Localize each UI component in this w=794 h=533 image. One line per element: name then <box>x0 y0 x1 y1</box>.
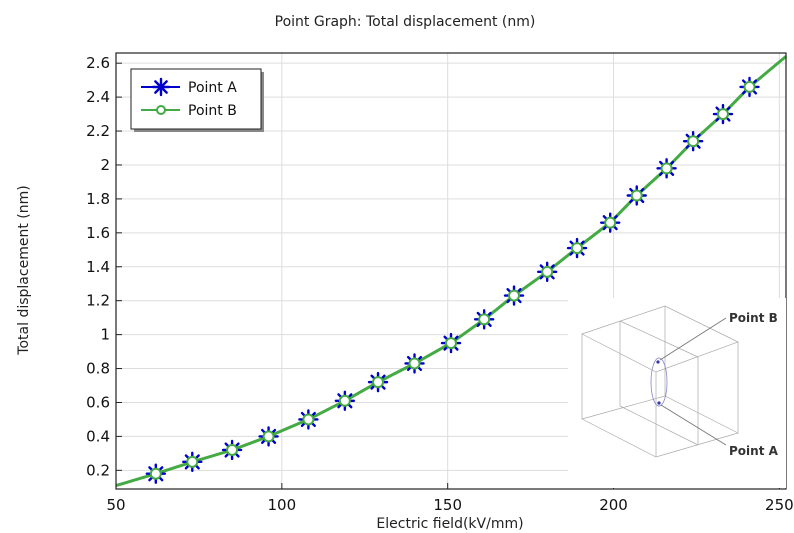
x-tick-label: 250 <box>765 496 794 514</box>
y-tick-label: 0.4 <box>86 427 110 445</box>
y-tick-label: 1 <box>100 326 110 344</box>
legend-marker-point-a <box>151 77 171 97</box>
data-point-point-b <box>687 135 700 148</box>
inset-leader-point-b <box>659 317 727 361</box>
data-point-point-b <box>372 376 385 389</box>
plot-frame <box>115 52 787 490</box>
grid <box>115 53 786 489</box>
x-axis-label: Electric field(kV/mm) <box>376 516 523 532</box>
data-point-point-b <box>630 189 643 202</box>
y-axis-label: Total displacement (nm) <box>16 185 32 355</box>
series-layer <box>115 55 787 488</box>
y-tick-label: 2.2 <box>86 122 110 140</box>
data-point-point-b <box>149 467 162 480</box>
chart-title: Point Graph: Total displacement (nm) <box>275 14 536 30</box>
data-point-point-b <box>571 242 584 255</box>
legend-label-point-b: Point B <box>188 103 237 119</box>
x-tick-label: 100 <box>268 496 297 514</box>
data-point-point-b <box>186 455 199 468</box>
y-tick-label: 2 <box>100 156 110 174</box>
data-point-point-b <box>445 337 457 350</box>
legend-marker-point-b <box>156 105 166 115</box>
y-tick-label: 0.8 <box>86 360 110 378</box>
y-tick-label: 2.4 <box>86 88 110 106</box>
x-tick-label: 150 <box>433 496 462 514</box>
x-ticks: 50 100 150 200 250 <box>106 483 794 514</box>
legend: Point A Point B <box>130 68 264 132</box>
inset-label-point-b: Point B <box>729 311 778 325</box>
inset-point-b-marker <box>656 360 660 364</box>
inset-leader-point-a <box>660 404 727 446</box>
y-tick-label: 1.4 <box>86 258 110 276</box>
y-ticks: 0.2 0.4 0.6 0.8 1 1.2 1.4 1.6 1.8 2 2.2 2.4 2.6 <box>86 54 122 479</box>
y-tick-label: 2.6 <box>86 54 110 72</box>
data-point-point-b <box>302 413 315 426</box>
y-tick-label: 1.6 <box>86 224 110 242</box>
y-tick-label: 0.2 <box>86 461 110 479</box>
data-point-point-b <box>604 216 617 229</box>
inset-label-point-a: Point A <box>729 444 779 458</box>
data-point-point-b <box>743 80 756 93</box>
data-point-point-b <box>508 289 521 302</box>
x-tick-label: 200 <box>599 496 628 514</box>
legend-box <box>130 68 262 130</box>
y-tick-label: 0.6 <box>86 393 110 411</box>
inset-geometry: Point B Point A <box>568 298 786 488</box>
data-point-point-b <box>660 162 673 175</box>
inset-point-a-marker <box>657 401 661 405</box>
y-tick-label: 1.2 <box>86 292 110 310</box>
data-point-point-b <box>338 394 351 407</box>
data-point-point-b <box>226 443 239 456</box>
legend-label-point-a: Point A <box>188 80 237 96</box>
data-point-point-b <box>716 108 729 121</box>
data-point-point-b <box>262 430 275 443</box>
inset-cylinder <box>650 357 668 407</box>
x-tick-label: 50 <box>106 496 125 514</box>
legend-asterisk <box>151 77 171 97</box>
inset-background <box>568 298 786 488</box>
y-tick-label: 1.8 <box>86 190 110 208</box>
data-point-point-b <box>478 313 491 326</box>
inset-box-wireframe <box>581 305 739 458</box>
data-point-point-b <box>408 357 421 370</box>
data-point-point-b <box>541 265 554 278</box>
